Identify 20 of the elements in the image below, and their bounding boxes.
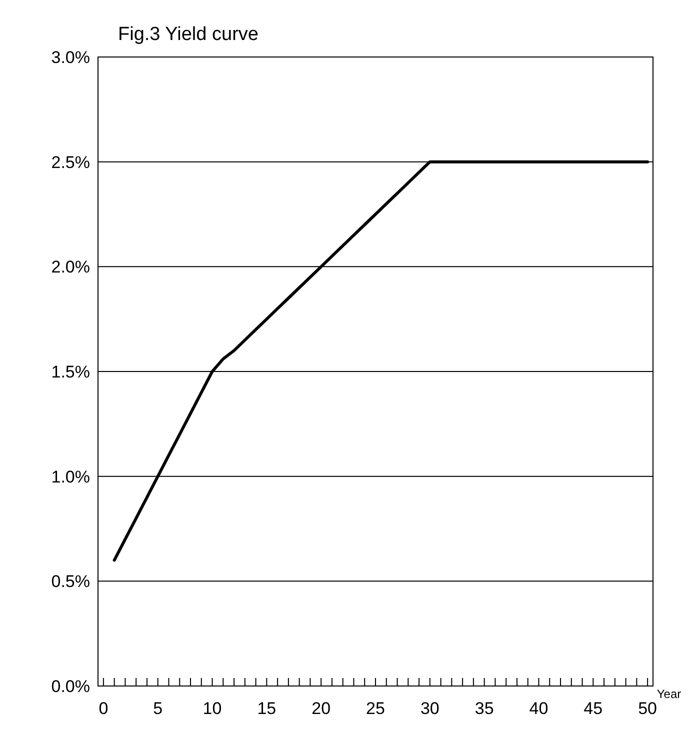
- x-tick-label: 25: [366, 699, 385, 718]
- x-tick-label: 20: [312, 699, 331, 718]
- x-tick-label: 40: [529, 699, 548, 718]
- x-axis-title: Year: [656, 687, 682, 701]
- y-tick-label: 0.5%: [51, 572, 90, 592]
- y-tick-label: 3.0%: [51, 48, 90, 67]
- x-tick-label: 10: [202, 699, 222, 718]
- y-tick-label: 0.0%: [51, 677, 90, 696]
- y-tick-label: 1.0%: [51, 467, 90, 486]
- y-tick-label: 2.5%: [51, 152, 90, 172]
- y-tick-label: 2.0%: [51, 258, 90, 277]
- x-tick-label: 5: [153, 699, 163, 718]
- chart-title: Fig.3 Yield curve: [118, 24, 258, 45]
- x-tick-label: 50: [638, 699, 658, 718]
- y-tick-label: 1.5%: [51, 362, 90, 382]
- x-tick-label: 30: [420, 699, 440, 718]
- x-tick-label: 45: [584, 699, 603, 718]
- x-tick-label: 35: [474, 699, 494, 718]
- x-tick-label: 0: [98, 699, 108, 718]
- x-tick-label: 15: [257, 699, 276, 718]
